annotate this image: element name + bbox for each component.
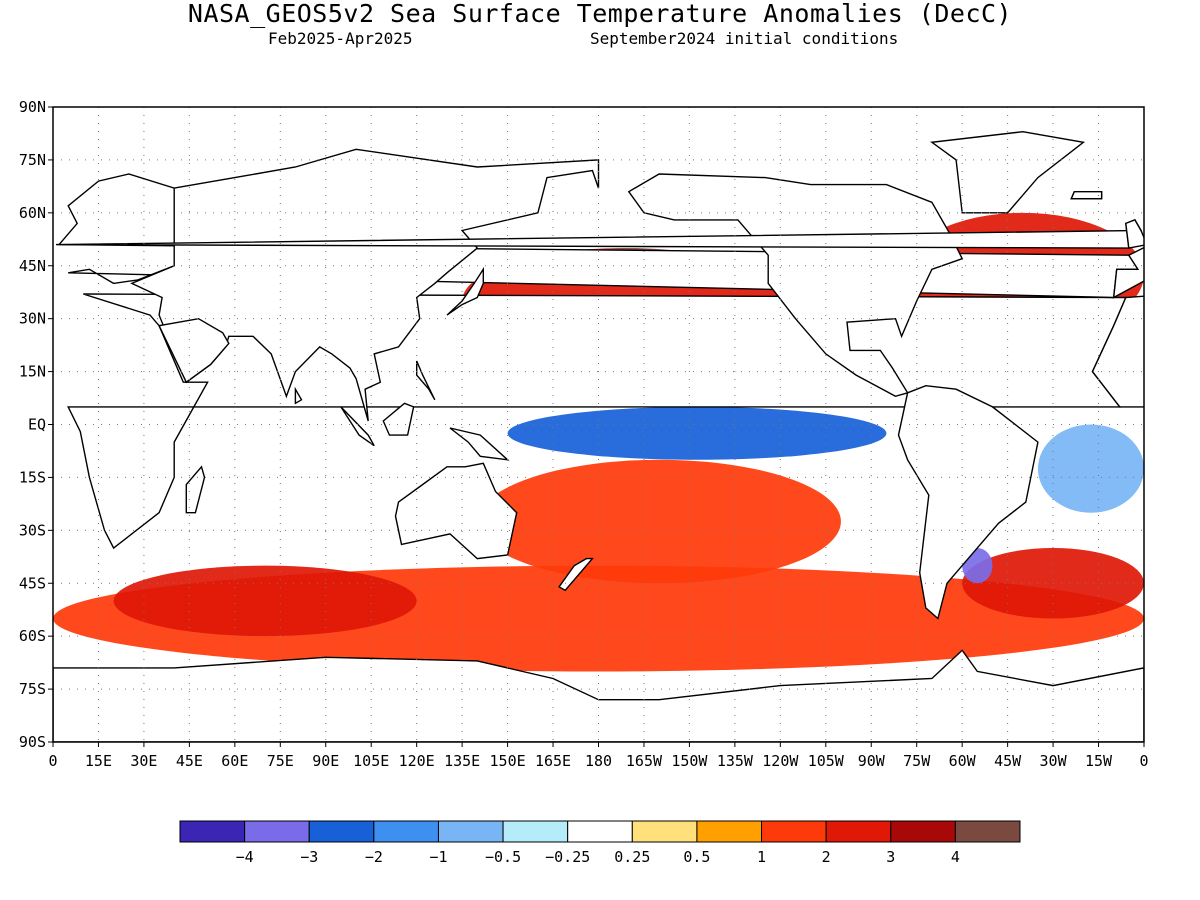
lon-label: 180 [585,752,612,770]
lat-label: 60S [19,627,46,645]
lat-label: 90S [19,733,46,751]
lon-label: 15E [85,752,112,770]
lon-label: 0 [1139,752,1148,770]
colorbar-swatch [761,820,827,843]
lon-label: 150E [490,752,526,770]
colorbar-label: 3 [886,848,895,866]
landmass-philippines [416,360,436,401]
colorbar-label: −4 [236,848,254,866]
colorbar-label: −1 [429,848,447,866]
landmass-north-america [627,173,964,398]
lon-label: 165E [535,752,571,770]
anomaly-region-south-pacific-warm [477,459,841,584]
lon-label: 0 [48,752,57,770]
longitude-labels: 0 15E 30E 45E 60E 75E 90E 105E 120E 135E 150E 165E 1… [48,752,1148,770]
lat-label: 30N [19,310,46,328]
colorbar-swatch [308,820,375,843]
colorbar-label: −0.5 [485,848,521,866]
colorbar-label: 4 [951,848,960,866]
colorbar-label: −2 [365,848,383,866]
colorbar-swatch [631,820,698,843]
lon-label: 75E [267,752,294,770]
lon-label: 105W [808,752,845,770]
landmass-madagascar [185,465,206,514]
colorbar-label: −3 [300,848,318,866]
lon-label: 45E [176,752,203,770]
lon-label: 150W [671,752,708,770]
landmass-japan [446,266,484,316]
lat-label: 45N [19,257,46,275]
colorbar-swatch [244,820,310,843]
lon-label: 15W [1085,752,1113,770]
lat-label: 60N [19,204,46,222]
colorbar-swatch [825,820,892,843]
landmass-australia [394,462,518,560]
colorbar-swatch [567,820,633,843]
lon-label: 90E [312,752,339,770]
map-title: NASA_GEOS5v2 Sea Surface Temperature Ano… [187,0,1013,28]
lon-label: 105E [353,752,389,770]
landmass-new-guinea [449,427,510,461]
initial-conditions: September2024 initial conditions [590,29,899,48]
lon-label: 135W [717,752,754,770]
colorbar-swatch [696,820,763,843]
lat-label: 45S [19,574,46,592]
colorbar-swatch [954,820,1021,843]
lon-label: 120E [399,752,435,770]
landmass-antarctica [53,649,1144,742]
landmass-sumatra [340,406,375,447]
colorbar-swatch [502,820,569,843]
lat-label: EQ [28,416,46,434]
colorbar [179,820,1021,843]
landmass-arabia [158,317,230,384]
lon-label: 30W [1040,752,1068,770]
anomaly-region-equatorial-pacific-cold-tongue [507,406,887,460]
landmass-borneo [382,402,415,436]
colorbar-label: 0.5 [683,848,710,866]
lon-label: 90W [858,752,886,770]
landmass-africa-wrap [1091,295,1144,408]
landmass-iceland-wrap [1070,190,1103,200]
colorbar-swatch [373,820,439,843]
lon-label: 120W [762,752,799,770]
lat-label: 90N [19,98,46,116]
anomaly-region-southern-indian-warm [113,565,417,637]
colorbar-labels: −4 −3 −2 −1 −0.5 −0.25 0.25 0.5 1 2 3 4 [236,848,960,866]
lat-label: 75S [19,680,46,698]
landmass-europe-wrap [1112,246,1144,299]
lat-label: 30S [19,521,46,539]
lat-label: 15N [19,363,46,381]
lat-label: 75N [19,151,46,169]
latitude-labels: 90N 75N 60N 45N 30N 15N EQ 15S 30S 45S 60S 75S 90S [19,98,46,751]
axis-ticks [48,106,1145,747]
colorbar-swatch [437,820,504,843]
colorbar-label: 0.25 [614,848,650,866]
coastlines [53,130,1144,742]
landmass-asia [130,148,600,422]
colorbar-label: 1 [757,848,766,866]
landmass-sri-lanka [294,386,303,405]
forecast-period: Feb2025-Apr2025 [268,29,413,48]
landmass-greenland [930,130,1086,214]
anomaly-region-atlantic-equatorial-cool [1037,424,1144,513]
colorbar-label: −0.25 [545,848,590,866]
lon-label: 30E [130,752,157,770]
lon-label: 135E [444,752,480,770]
lon-label: 60E [221,752,248,770]
lon-label: 60W [949,752,977,770]
colorbar-swatch [179,820,246,843]
lat-label: 15S [19,468,46,486]
lon-label: 165W [626,752,663,770]
lon-label: 45W [994,752,1022,770]
colorbar-swatch [890,820,956,843]
landmass-new-zealand [558,557,594,592]
landmass-south-america [897,384,1039,620]
colorbar-label: 2 [822,848,831,866]
lon-label: 75W [903,752,931,770]
